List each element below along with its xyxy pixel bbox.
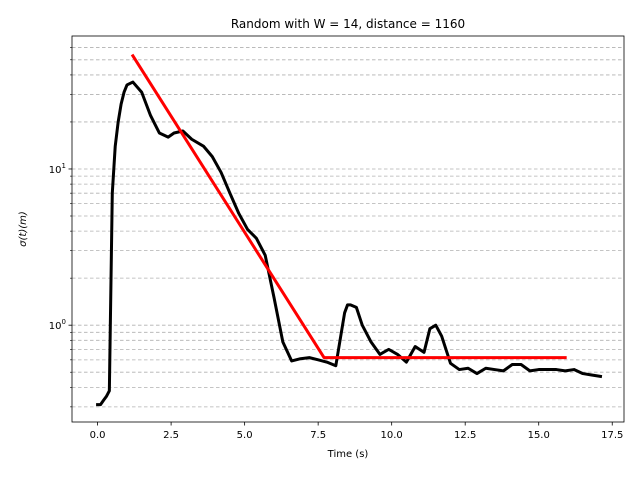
x-tick-label: 15.0 — [528, 430, 550, 441]
x-axis-label: Time (s) — [327, 449, 369, 460]
x-tick-label: 12.5 — [454, 430, 476, 441]
x-tick-label: 0.0 — [90, 430, 106, 441]
y-axis-label: σ(t)(m) — [18, 211, 29, 247]
x-tick-label: 2.5 — [163, 430, 179, 441]
x-tick-label: 10.0 — [381, 430, 403, 441]
x-tick-label: 7.5 — [310, 430, 326, 441]
y-tick-label: 101 — [49, 162, 66, 176]
x-tick-label: 5.0 — [237, 430, 253, 441]
plot-frame — [71, 35, 625, 423]
y-tick-label: 100 — [49, 318, 66, 332]
x-tick-label: 17.5 — [601, 430, 623, 441]
grid-lines — [72, 47, 624, 408]
plot-series — [96, 53, 603, 407]
fit-line — [130, 53, 567, 360]
axis-ticks: 0.0 2.5 5.0 7.5 10.0 12.5 15.0 17.5 100 101 — [49, 47, 623, 441]
chart-title: Random with W = 14, distance = 1160 — [231, 17, 465, 31]
measured-sigma-line — [96, 80, 603, 407]
